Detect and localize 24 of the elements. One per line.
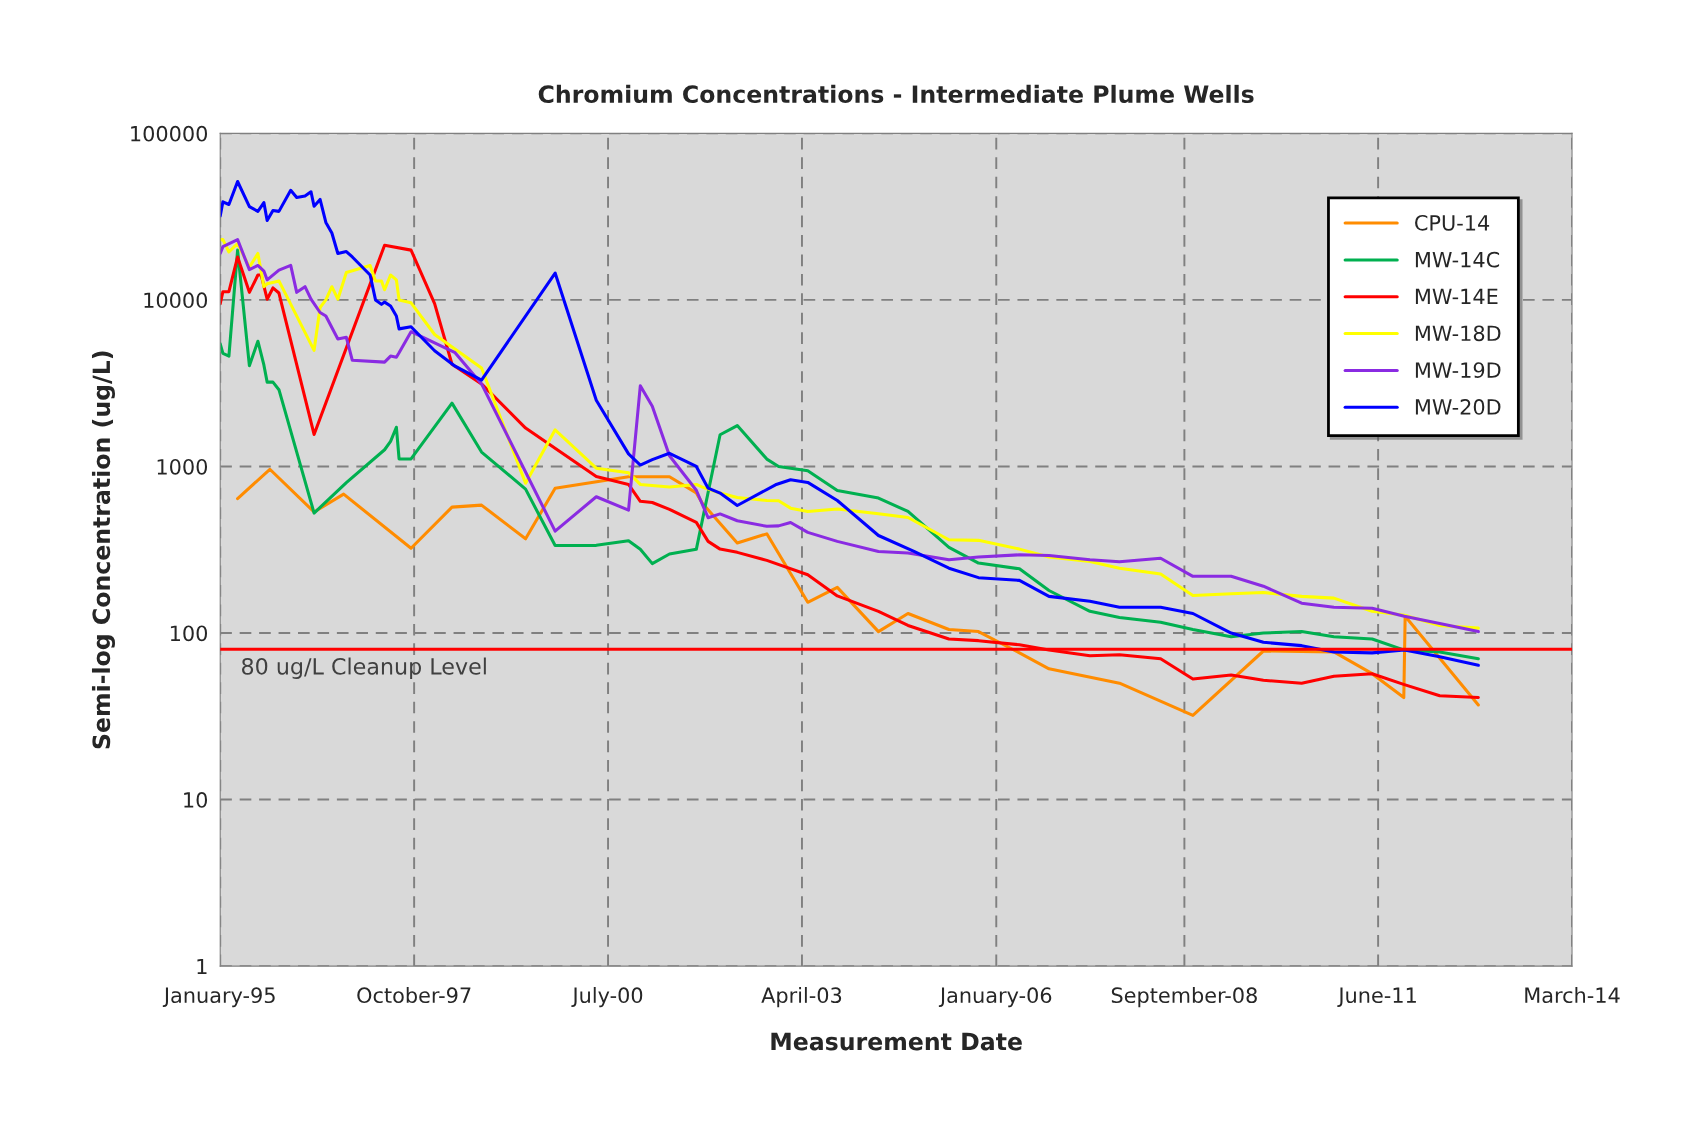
chart-title: Chromium Concentrations - Intermediate Plume Wells: [538, 84, 1254, 104]
x-tick-label: March-14: [1525, 986, 1620, 1004]
x-tick-label: January-06: [938, 987, 1052, 1008]
y-tick-label: 10: [184, 792, 208, 808]
y-tick-label: 1: [197, 958, 207, 975]
y-axis-title: Semi-log Concentration (ug/L): [91, 351, 115, 749]
y-tick-label: 10000: [144, 292, 208, 309]
x-tick-label: June-11: [1337, 987, 1416, 1007]
legend-label: MW-14C: [1415, 251, 1500, 268]
legend-label: MW-18D: [1415, 325, 1501, 342]
y-tick-label: 100: [170, 625, 208, 642]
y-tick-label: 100000: [131, 125, 208, 142]
x-tick-label: September-08: [1111, 986, 1257, 1008]
x-axis-title: Measurement Date: [771, 1032, 1022, 1051]
x-tick-label: July-00: [571, 986, 643, 1008]
legend-label: MW-14E: [1415, 288, 1498, 305]
legend-label: MW-19D: [1415, 362, 1501, 378]
legend-label: CPU-14: [1415, 214, 1490, 231]
legend-label: MW-20D: [1415, 399, 1501, 415]
line-series: [236, 467, 1480, 717]
x-tick-label: April-03: [761, 986, 842, 1008]
y-tick-label: 1000: [157, 458, 208, 475]
x-tick-label: January-95: [162, 987, 275, 1008]
x-tick-label: October-97: [357, 986, 471, 1004]
